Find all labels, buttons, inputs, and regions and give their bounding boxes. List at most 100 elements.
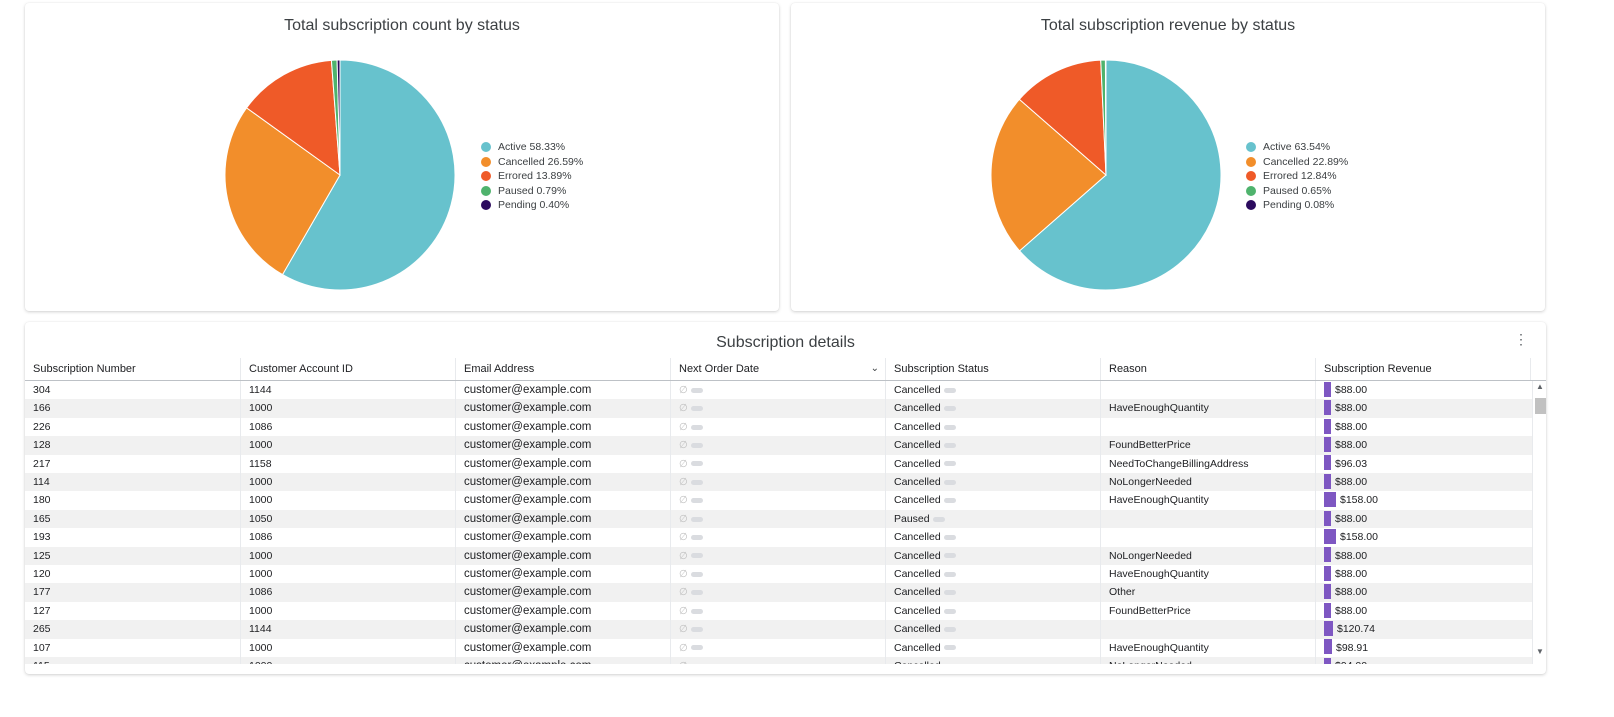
column-header[interactable]: Reason <box>1101 358 1316 380</box>
revenue-text: $88.00 <box>1335 402 1368 415</box>
table-row[interactable]: 125 1000 customer@example.com ∅ Cancelled NoL… <box>25 546 1533 565</box>
legend-item[interactable]: Errored 13.89% <box>481 169 583 184</box>
cell-subscription-revenue: $88.00 <box>1316 399 1533 418</box>
table-row[interactable]: 165 1050 customer@example.com ∅ Paused $88.00 <box>25 509 1533 529</box>
null-value: ∅ <box>679 513 688 525</box>
revenue-bar <box>1324 492 1336 508</box>
cell-reason: HaveEnoughQuantity <box>1101 399 1316 418</box>
cell-subscription-revenue: $94.00 <box>1316 657 1533 664</box>
legend-dot-icon <box>481 142 491 153</box>
legend-item[interactable]: Pending 0.08% <box>1246 198 1348 213</box>
cell-subscription-number: 217 <box>25 454 241 473</box>
table-row[interactable]: 265 1144 customer@example.com ∅ Cancelled $12… <box>25 620 1533 639</box>
legend-item[interactable]: Pending 0.40% <box>481 198 583 213</box>
table-row[interactable]: 193 1086 customer@example.com ∅ Cancelled $15… <box>25 528 1533 547</box>
column-header[interactable]: Subscription Status <box>886 358 1101 380</box>
cell-customer-account-id: 1000 <box>241 638 456 657</box>
cell-subscription-revenue: $88.00 <box>1316 473 1533 492</box>
table-row[interactable]: 177 1086 customer@example.com ∅ Cancelled Oth… <box>25 583 1533 602</box>
status-text: Cancelled <box>894 457 941 470</box>
cell-next-order-date: ∅ <box>671 417 886 437</box>
cell-email: customer@example.com <box>456 565 671 584</box>
column-header-sorted[interactable]: Next Order Date ⌄ <box>671 358 886 380</box>
revenue-text: $120.74 <box>1337 623 1375 636</box>
revenue-bar <box>1324 473 1331 489</box>
pie-slice-cancelled[interactable] <box>990 98 1107 252</box>
vertical-scrollbar[interactable]: ▲ ▼ <box>1533 381 1546 664</box>
cell-reason <box>1101 417 1316 437</box>
table-row[interactable]: 217 1158 customer@example.com ∅ Cancelled Nee… <box>25 454 1533 473</box>
cell-next-order-date: ∅ <box>671 657 886 664</box>
pie-slice-active[interactable] <box>281 59 456 291</box>
status-pill-icon <box>943 498 956 504</box>
legend-item[interactable]: Paused 0.79% <box>481 184 583 199</box>
null-value: ∅ <box>679 569 688 580</box>
pie-slice-errored[interactable] <box>245 59 341 177</box>
null-value: ∅ <box>679 605 688 617</box>
revenue-bar <box>1324 565 1331 581</box>
cell-subscription-revenue: $88.00 <box>1316 509 1533 529</box>
revenue-text: $88.00 <box>1335 604 1368 617</box>
legend-label: Paused 0.65% <box>1263 184 1332 197</box>
legend-item[interactable]: Cancelled 22.89% <box>1246 155 1348 170</box>
legend-item[interactable]: Active 63.54% <box>1246 140 1348 155</box>
scrollbar-thumb[interactable] <box>1535 398 1546 414</box>
null-pill-icon <box>690 626 703 632</box>
table-header: Subscription Number Customer Account ID … <box>25 358 1546 381</box>
cell-subscription-status: Cancelled <box>886 473 1101 492</box>
table-row[interactable]: 120 1000 customer@example.com ∅ Cancelled Hav… <box>25 565 1533 584</box>
chevron-down-icon[interactable]: ⌄ <box>870 363 879 374</box>
status-text: Cancelled <box>894 641 941 654</box>
pie-chart-count[interactable] <box>220 55 460 295</box>
cell-customer-account-id: 1144 <box>241 620 456 639</box>
cell-reason <box>1101 620 1316 639</box>
cell-subscription-status: Cancelled <box>886 436 1101 455</box>
table-row[interactable]: 127 1000 customer@example.com ∅ Cancelled Fou… <box>25 601 1533 621</box>
table-row[interactable]: 107 1000 customer@example.com ∅ Cancelled Hav… <box>25 638 1533 657</box>
pie-slice-pending[interactable] <box>336 59 341 176</box>
legend-dot-icon <box>1246 142 1256 153</box>
legend-item[interactable]: Paused 0.65% <box>1246 184 1348 199</box>
cell-subscription-number: 265 <box>25 620 241 639</box>
column-header[interactable]: Subscription Number <box>25 358 241 380</box>
revenue-bar <box>1324 547 1331 563</box>
cell-subscription-status: Cancelled <box>886 601 1101 621</box>
pie-slice-active[interactable] <box>1018 59 1222 291</box>
cell-subscription-number: 115 <box>25 657 241 664</box>
table-row[interactable]: 304 1144 customer@example.com ∅ Cancelled $88… <box>25 381 1533 400</box>
table-row[interactable]: 166 1000 customer@example.com ∅ Cancelled Hav… <box>25 399 1533 418</box>
scroll-down-icon[interactable]: ▼ <box>1536 647 1544 656</box>
pie-slice-cancelled[interactable] <box>224 107 341 276</box>
table-row[interactable]: 226 1086 customer@example.com ∅ Cancelled $88… <box>25 417 1533 437</box>
table-body[interactable]: 304 1144 customer@example.com ∅ Cancelled $88… <box>25 381 1533 664</box>
column-header[interactable]: Email Address <box>456 358 671 380</box>
cell-email: customer@example.com <box>456 657 671 664</box>
scroll-up-icon[interactable]: ▲ <box>1536 382 1544 391</box>
more-vert-icon[interactable]: ⋮ <box>1514 331 1528 347</box>
cell-customer-account-id: 1144 <box>241 381 456 400</box>
pie-chart-revenue[interactable] <box>986 55 1226 295</box>
table-row[interactable]: 128 1000 customer@example.com ∅ Cancelled Fou… <box>25 436 1533 455</box>
table-row[interactable]: 1151000customer@example.com ∅ Cancelled NoL… <box>25 657 1533 664</box>
column-header[interactable]: Customer Account ID <box>241 358 456 380</box>
table-row[interactable]: 180 1000 customer@example.com ∅ Cancelled Hav… <box>25 491 1533 510</box>
status-text: Cancelled <box>894 402 941 415</box>
cell-email: customer@example.com <box>456 381 671 400</box>
revenue-bar <box>1324 510 1331 526</box>
status-pill-icon <box>943 534 956 540</box>
cell-subscription-status: Cancelled <box>886 546 1101 565</box>
column-header[interactable]: Subscription Revenue <box>1316 358 1531 380</box>
revenue-text: $158.00 <box>1340 531 1378 544</box>
legend-item[interactable]: Errored 12.84% <box>1246 169 1348 184</box>
cell-subscription-status: Cancelled <box>886 454 1101 473</box>
pie-slice-errored[interactable] <box>1018 59 1107 177</box>
legend-item[interactable]: Active 58.33% <box>481 140 583 155</box>
revenue-text: $158.00 <box>1340 494 1378 507</box>
cell-customer-account-id: 1158 <box>241 454 456 473</box>
table-row[interactable]: 114 1000 customer@example.com ∅ Cancelled NoL… <box>25 473 1533 492</box>
cell-subscription-status: Paused <box>886 509 1101 529</box>
cell-next-order-date: ∅ <box>671 436 886 455</box>
legend-item[interactable]: Cancelled 26.59% <box>481 155 583 170</box>
cell-reason <box>1101 509 1316 529</box>
pie-slice-pending[interactable] <box>1104 59 1107 176</box>
